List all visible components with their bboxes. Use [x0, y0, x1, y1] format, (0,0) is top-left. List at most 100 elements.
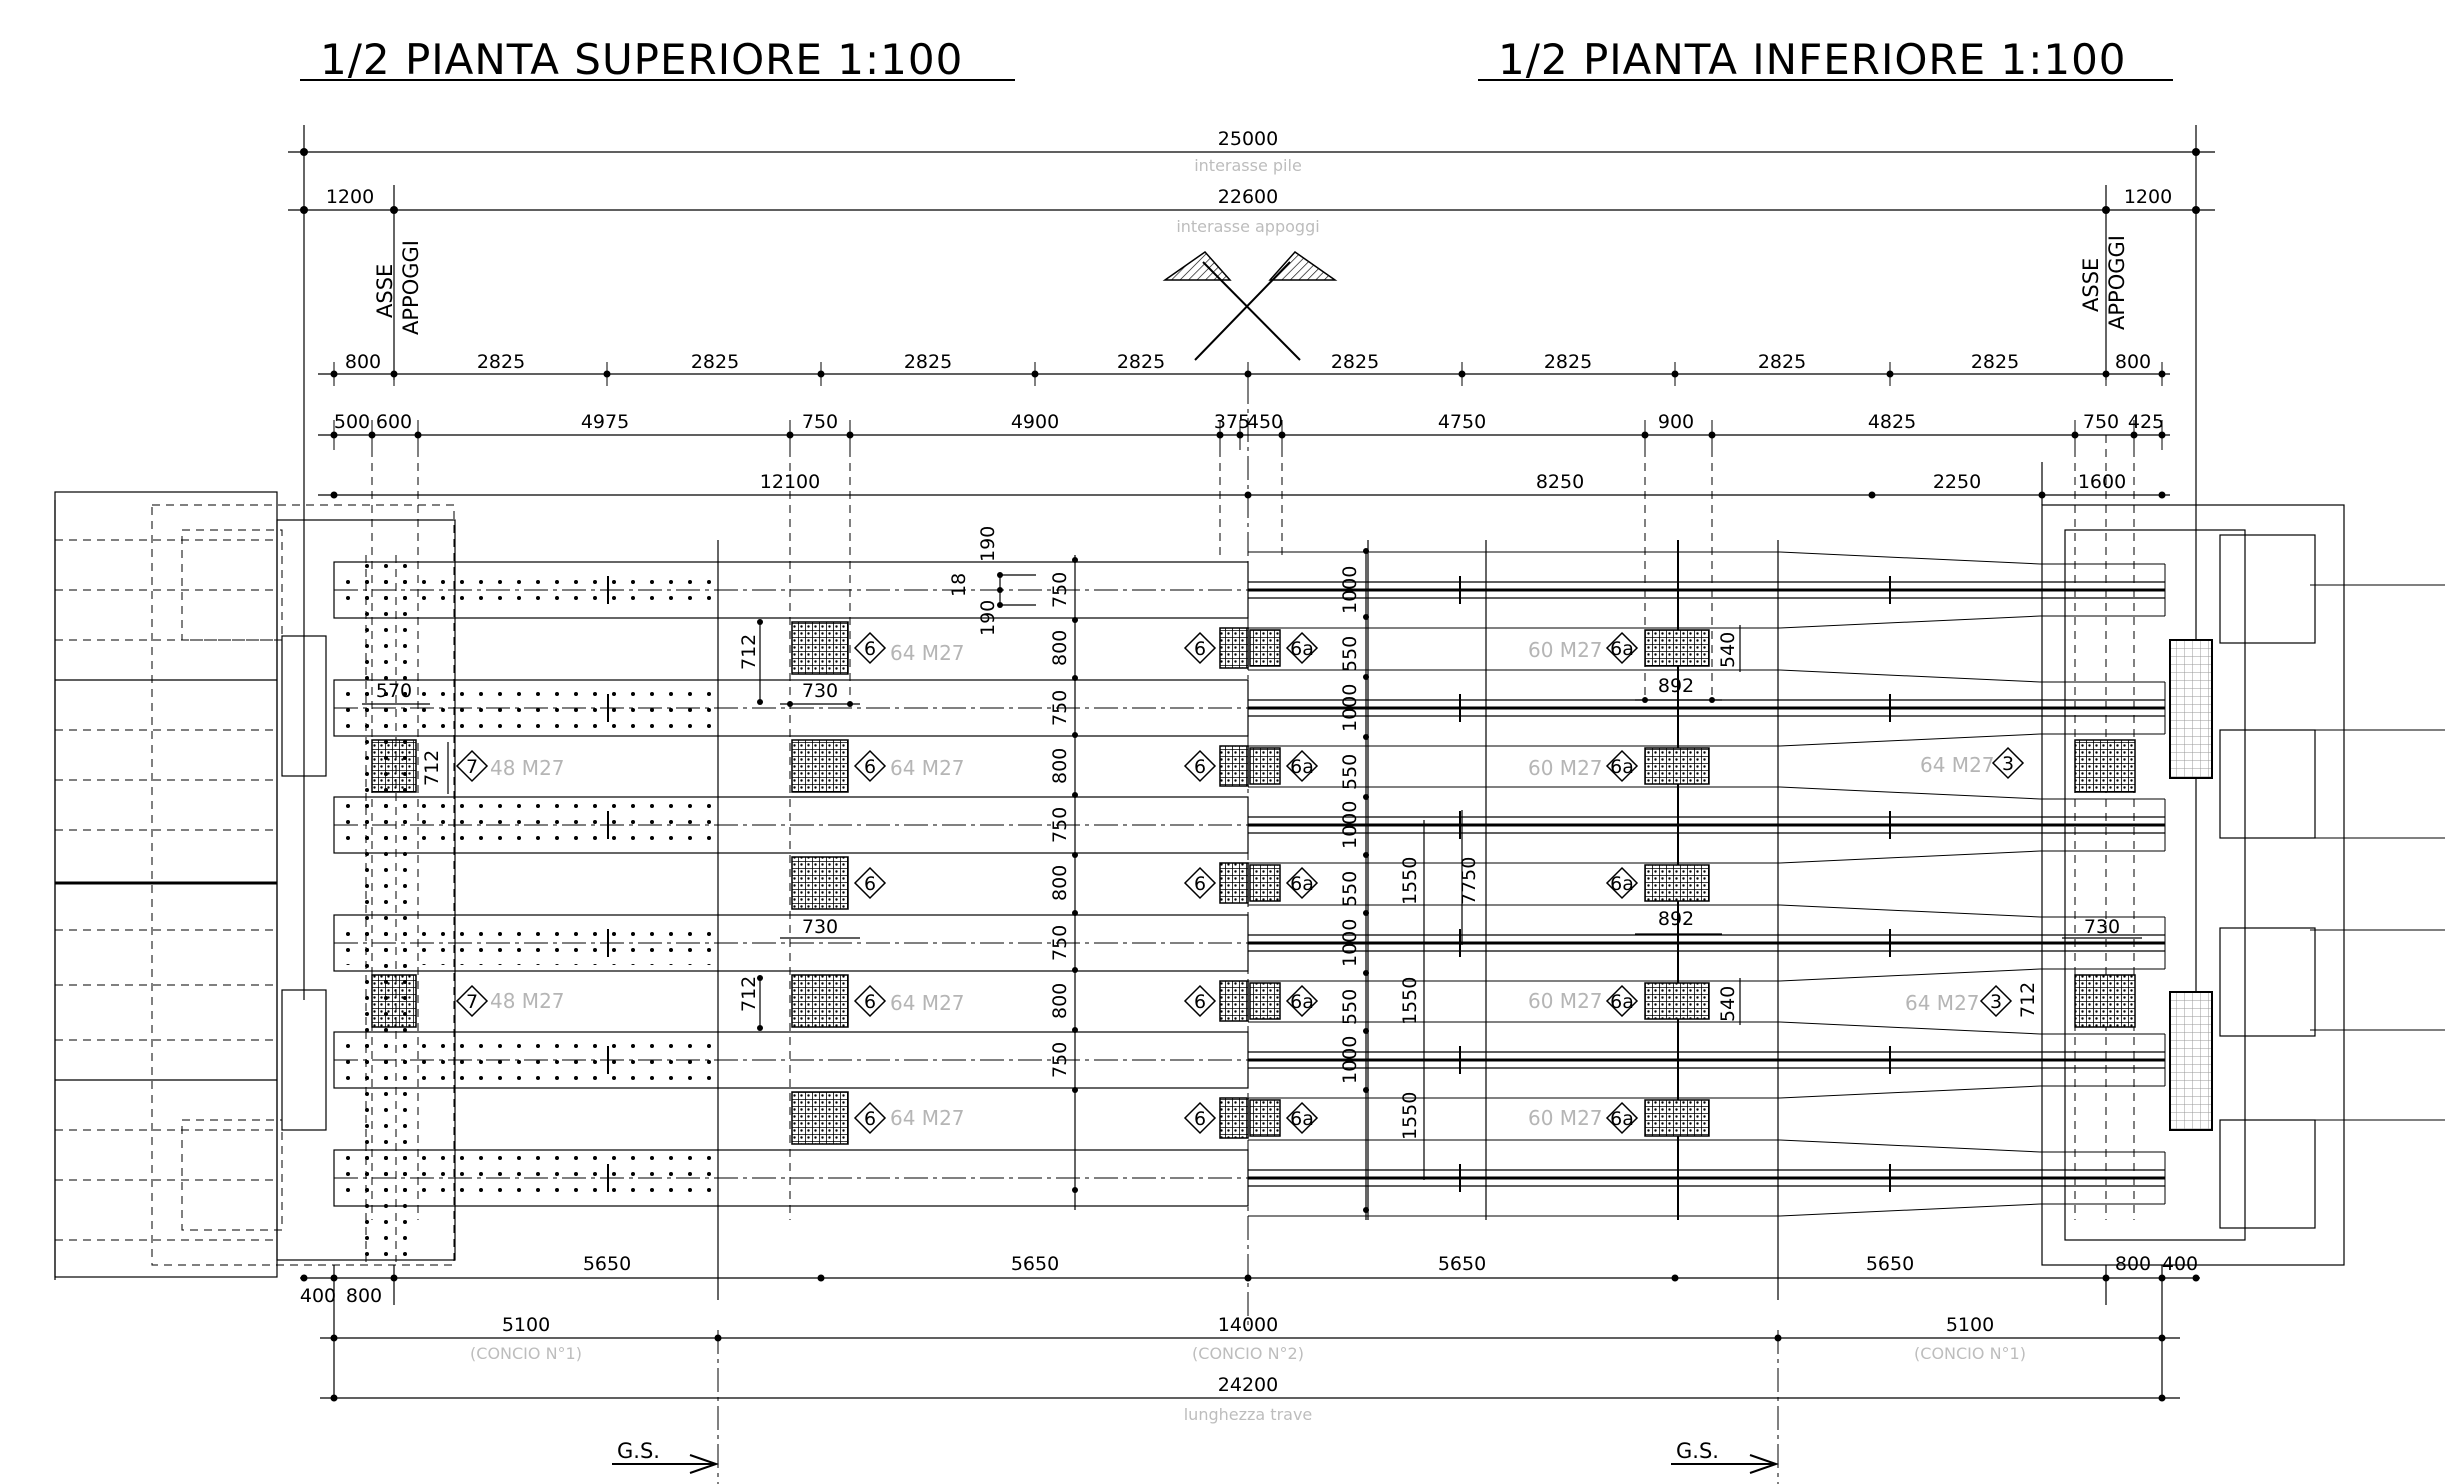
- dim-2825-1: 2825: [477, 351, 525, 373]
- girder: [333, 1021, 2166, 1099]
- bdim-concio-2: 14000: [1218, 1314, 1278, 1336]
- dim-seg-3: 1600: [2078, 471, 2126, 493]
- top-dimension-chains: 25000 interasse pile 22600 interasse app…: [288, 125, 2215, 1000]
- dim-tick: [1072, 1027, 1078, 1033]
- dim-892-b: 892: [1658, 908, 1694, 930]
- dim-splice-7: 4750: [1438, 411, 1486, 433]
- dim-right-5: 550: [1339, 871, 1361, 907]
- tag-text: 3: [2002, 753, 2014, 775]
- dim-1550-c: 1550: [1399, 1092, 1421, 1140]
- dim-tick: [1072, 732, 1078, 738]
- dim-712-d: 712: [2017, 982, 2039, 1018]
- tag-diamond: [1605, 984, 1639, 1018]
- dim-right-0: 1000: [1339, 566, 1361, 614]
- bolt-label-64-a: 64 M27: [890, 641, 965, 665]
- dim-left-3: 800: [1049, 748, 1071, 784]
- tag-diamond: [1285, 749, 1319, 783]
- left-dimension-column: 750 800 750 800 750 800 750 800 750: [1049, 555, 1078, 1210]
- dim-2825-4: 2825: [1117, 351, 1165, 373]
- gs-marker-left: G.S.: [612, 1439, 720, 1474]
- dim-tick: [1363, 614, 1369, 620]
- dim-left-7: 800: [1049, 983, 1071, 1019]
- tag-text: 6: [864, 873, 876, 895]
- tag-diamond: [1285, 631, 1319, 665]
- dim-left-2: 750: [1049, 690, 1071, 726]
- bolt-label-48-a: 48 M27: [490, 756, 565, 780]
- tag-text: 3: [1990, 991, 2002, 1013]
- splice-plate: [1219, 980, 1249, 1022]
- dim-tick: [1363, 970, 1369, 976]
- splice-plate: [1249, 747, 1281, 785]
- tag-text: 6: [864, 756, 876, 778]
- tag-6a: 6a: [1605, 1101, 1639, 1135]
- dim-seg-1: 8250: [1536, 471, 1584, 493]
- tag-diamond: [1605, 866, 1639, 900]
- gs-label-left: G.S.: [617, 1439, 660, 1463]
- dim-tick: [1363, 852, 1369, 858]
- tag-6a: 6a: [1285, 631, 1319, 665]
- tag-text: 6: [1194, 873, 1206, 895]
- tag-diamond: [853, 866, 887, 900]
- dim-splice-9: 4825: [1868, 411, 1916, 433]
- dim-splice-10: 750: [2083, 411, 2119, 433]
- tag-text: 6a: [1610, 638, 1634, 660]
- dim-730-a: 730: [802, 680, 838, 702]
- dim-2825-6: 2825: [1544, 351, 1592, 373]
- bolt-label-60-b: 60 M27: [1528, 756, 1603, 780]
- tag-text: 6a: [1610, 1108, 1634, 1130]
- tag-text: 6a: [1290, 873, 1314, 895]
- tag-text: 6: [1194, 1108, 1206, 1130]
- tag-text: 6: [1194, 756, 1206, 778]
- tag-6: 6: [1183, 1101, 1217, 1135]
- gs-marker-right: G.S.: [1671, 1439, 1780, 1474]
- splice-plate: [791, 856, 849, 910]
- tag-text: 6: [864, 638, 876, 660]
- tag-diamond: [1183, 984, 1217, 1018]
- dim-tick: [1072, 1087, 1078, 1093]
- dim-left-1: 800: [1049, 630, 1071, 666]
- dim-tick: [1363, 1028, 1369, 1034]
- bdim-concio-3-sub: (CONCIO N°1): [1914, 1344, 2026, 1363]
- tag-6: 6: [1183, 866, 1217, 900]
- dim-tick: [1072, 852, 1078, 858]
- tag-diamond: [853, 631, 887, 665]
- tag-6a: 6a: [1605, 984, 1639, 1018]
- bdim-length-sub: lunghezza trave: [1184, 1405, 1313, 1424]
- detail-tags: 6 6 6a 6a 6 6 6a 6a 6 6 6a 6a 6 6 6a 6a 6 6 6a 6a 7 7 3 3: [455, 631, 2025, 1135]
- vertical-axes: [371, 380, 2135, 1484]
- dim-splice-3: 750: [802, 411, 838, 433]
- dim-tick: [1072, 792, 1078, 798]
- dim-left-4: 750: [1049, 807, 1071, 843]
- tag-diamond: [1285, 1101, 1319, 1135]
- dim-730-b: 730: [802, 916, 838, 938]
- bdim-5650-a: 5650: [583, 1253, 631, 1275]
- tag-diamond: [1183, 631, 1217, 665]
- dim-tick: [1363, 734, 1369, 740]
- title-left: 1/2 PIANTA SUPERIORE 1:100: [300, 35, 1015, 84]
- dim-bearing: 22600: [1218, 186, 1278, 208]
- detail-dimensions: 190 18 190 712 712 712 712 730 730 730 5…: [362, 526, 2142, 1180]
- dim-2825-2: 2825: [691, 351, 739, 373]
- tag-6a: 6a: [1285, 984, 1319, 1018]
- dim-2825-3: 2825: [904, 351, 952, 373]
- dim-splice-2: 4975: [581, 411, 629, 433]
- girder: [333, 669, 2166, 747]
- dim-right-8: 1000: [1339, 1036, 1361, 1084]
- dim-tick: [1072, 617, 1078, 623]
- splice-plate: [1219, 862, 1249, 904]
- splice-plate: [791, 621, 849, 675]
- tag-diamond: [853, 984, 887, 1018]
- flange-taper: [1779, 1021, 2041, 1035]
- dim-splice-8: 900: [1658, 411, 1694, 433]
- tag-text: 6a: [1610, 873, 1634, 895]
- midspan-symbol: [1162, 251, 1338, 361]
- bearing-plate: [2074, 739, 2136, 793]
- flange-taper: [1779, 1085, 2041, 1099]
- bolt-label-60-d: 60 M27: [1528, 1106, 1603, 1130]
- tag-6: 6: [853, 866, 887, 900]
- tag-6: 6: [1183, 749, 1217, 783]
- splice-plate: [791, 1091, 849, 1145]
- dim-right-4: 1000: [1339, 801, 1361, 849]
- dim-splice-5: 375: [1214, 411, 1250, 433]
